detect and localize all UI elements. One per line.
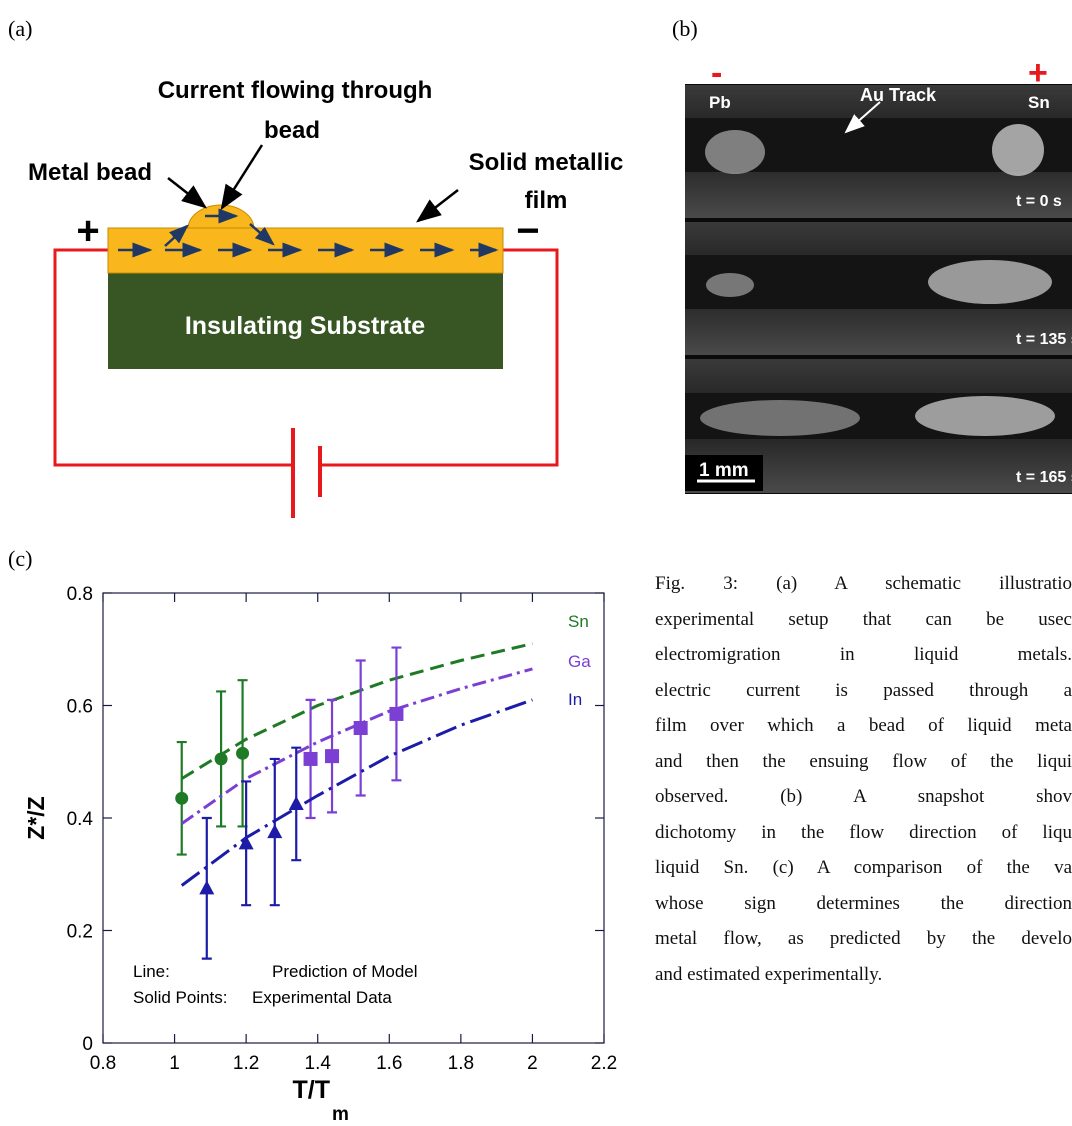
annotation: bead: [264, 117, 320, 144]
x-tick-label: 1.2: [233, 1053, 259, 1074]
x-tick-label: 1.8: [448, 1053, 474, 1074]
scale-label: 1 mm: [699, 460, 749, 481]
data-point: [214, 752, 228, 766]
note-text: Experimental Data: [252, 988, 392, 1007]
legend-label: In: [568, 690, 582, 709]
bead-image: [706, 273, 754, 297]
panel-label: (a): [8, 16, 32, 41]
bead-image: [915, 396, 1055, 436]
polarity: -: [711, 54, 722, 92]
schematic: Current flowing through bead Metal bead …: [28, 77, 623, 518]
x-tick-label: 1.4: [305, 1053, 332, 1074]
caption: Fig. 3: (a) A schematic illustratio exper…: [655, 566, 1072, 992]
caption-line: and estimated experimentally.: [655, 963, 883, 985]
x-tick-label: 2.2: [591, 1053, 617, 1074]
photo-label: Sn: [1028, 93, 1050, 112]
current-arrows: [118, 208, 499, 258]
panel-label: (c): [8, 546, 32, 571]
data-point: [389, 706, 404, 721]
polarity: +: [76, 209, 99, 253]
x-axis-label-sub: m: [332, 1104, 349, 1125]
photo: Pb Sn Au Track t = 0 s t = 135 s t = 165…: [685, 54, 1072, 494]
caption-line: electromigration in liquid metals.: [655, 644, 1072, 665]
time-label: t = 135 s: [1016, 331, 1072, 348]
photo-label: Pb: [709, 93, 731, 112]
caption-line: electric current is passed through a: [655, 679, 1072, 701]
legend-label: Sn: [568, 612, 589, 631]
x-axis-label: T/T: [293, 1076, 331, 1104]
time-label: t = 165 s: [1016, 469, 1072, 486]
data-point: [288, 795, 304, 810]
y-tick-label: 0.4: [67, 809, 94, 830]
caption-line: Fig. 3: (a) A schematic illustratio: [655, 573, 1072, 594]
circuit-wire: [53, 248, 293, 467]
caption-line: film over which a bead of liquid meta: [655, 715, 1072, 736]
data-point: [303, 751, 318, 766]
y-tick-label: 0: [82, 1034, 93, 1055]
photo-label: Au Track: [860, 85, 937, 105]
note-label: Solid Points:: [133, 988, 228, 1007]
caption-line: and then the ensuing flow of the liqui: [655, 750, 1072, 772]
data-point: [199, 880, 215, 895]
x-tick-label: 2: [527, 1053, 538, 1074]
pointer-arrow: [220, 144, 264, 211]
note-label: Line:: [133, 962, 170, 981]
caption-line: dichotomy in the flow direction of liqu: [655, 821, 1072, 843]
polarity: +: [1028, 54, 1048, 92]
x-tick-label: 1: [169, 1053, 180, 1074]
data-point: [238, 835, 254, 850]
note-text: Prediction of Model: [272, 962, 418, 981]
bead-image: [992, 124, 1044, 176]
data-point: [353, 721, 368, 735]
y-tick-label: 0.6: [67, 697, 93, 718]
data-point: [175, 791, 189, 805]
chart: Z*/Z T/T m 0.8 1 1.2 1.4 1.6 1.8 2 2.2 0 0.2 0.4 0.…: [23, 584, 617, 1125]
annotation: Current flowing through: [158, 77, 433, 104]
panel-label: (b): [672, 16, 698, 41]
y-axis-label: Z*/Z: [23, 796, 49, 839]
bead-image: [928, 260, 1052, 304]
y-tick-label: 0.8: [67, 584, 93, 605]
substrate-label: Insulating Substrate: [185, 312, 425, 340]
caption-line: experimental setup that can be usec: [655, 608, 1072, 630]
model-line: [180, 698, 533, 887]
caption-line: liquid Sn. (c) A comparison of the va: [655, 857, 1072, 878]
scale-box: [685, 455, 763, 491]
pointer-arrow: [167, 177, 207, 209]
annotation: Solid metallic: [469, 149, 624, 176]
data-point: [236, 746, 250, 760]
bead-image: [700, 400, 860, 436]
substrate: [108, 273, 503, 369]
data-point: [325, 749, 340, 764]
pointer-arrow: [416, 189, 459, 223]
caption-line: whose sign determines the direction: [655, 892, 1072, 914]
caption-line: metal flow, as predicted by the develo: [655, 928, 1072, 949]
pointer-arrow: [844, 101, 881, 134]
y-tick-label: 0.2: [67, 922, 93, 943]
time-label: t = 0 s: [1016, 193, 1062, 210]
annotation: film: [525, 187, 568, 214]
x-tick-label: 1.6: [376, 1053, 402, 1074]
bead-image: [705, 130, 765, 174]
circuit-wire: [320, 248, 559, 467]
caption-line: observed. (b) A snapshot shov: [655, 786, 1072, 807]
annotation: Metal bead: [28, 159, 152, 186]
data-point: [267, 824, 283, 839]
polarity: −: [516, 209, 539, 253]
model-line: [180, 667, 533, 825]
legend-label: Ga: [568, 652, 591, 671]
model-line: [180, 642, 533, 780]
x-tick-label: 0.8: [90, 1053, 116, 1074]
